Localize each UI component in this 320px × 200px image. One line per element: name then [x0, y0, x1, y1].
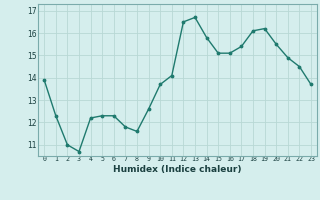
X-axis label: Humidex (Indice chaleur): Humidex (Indice chaleur): [113, 165, 242, 174]
